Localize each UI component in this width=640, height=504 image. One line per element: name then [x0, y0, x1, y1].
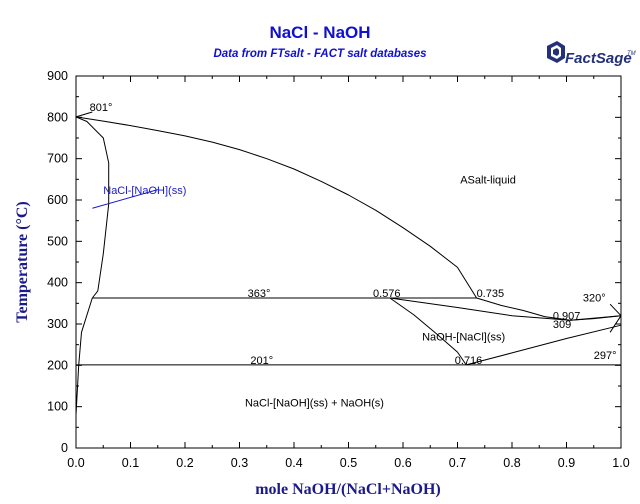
factsage-logo-icon: [547, 41, 565, 63]
phase-boundary-line: [75, 111, 93, 118]
point-annotation: 0.716: [455, 355, 483, 367]
x-tick-label: 0.7: [449, 456, 466, 470]
phase-boundary-line: [75, 297, 93, 415]
point-annotation: 0.907: [553, 310, 581, 322]
y-tick-label: 600: [47, 193, 68, 207]
region-pointer-line: [92, 189, 158, 209]
point-annotation: 201°: [250, 355, 273, 367]
y-tick-label: 0: [61, 441, 68, 455]
phase-region-label: ASalt-liquid: [460, 174, 516, 186]
phase-boundaries: [75, 111, 622, 415]
x-tick-label: 0.0: [67, 456, 84, 470]
point-annotation: 309: [553, 319, 571, 331]
x-tick-label: 0.1: [122, 456, 139, 470]
y-tick-label: 100: [47, 400, 68, 414]
point-annotation: 363°: [248, 288, 271, 300]
y-axis: 0 100 200 300 400 500 600 700 800 900: [47, 69, 621, 455]
y-tick-label: 800: [47, 110, 68, 124]
x-tick-label: 0.2: [176, 456, 193, 470]
y-axis-label: Temperature (°C): [14, 201, 31, 322]
y-tick-label: 400: [47, 276, 68, 290]
phase-region-label: NaCl-[NaOH](ss): [103, 185, 186, 197]
x-tick-label: 0.5: [340, 456, 357, 470]
point-annotation: 0.735: [477, 288, 505, 300]
y-tick-label: 700: [47, 152, 68, 166]
point-annotation: 0.576: [373, 288, 401, 300]
phase-boundary-line: [389, 297, 571, 321]
pointer-lines: [92, 189, 158, 209]
region-labels: ASalt-liquid NaCl-[NaOH](ss) NaOH-[NaCl](s…: [103, 174, 516, 409]
phase-boundary-line: [75, 116, 110, 299]
phase-boundary-line: [389, 297, 467, 366]
phase-boundary-line: [609, 303, 622, 317]
y-tick-label: 900: [47, 69, 68, 83]
logo-trademark: TM: [627, 51, 636, 57]
phase-boundary-line: [75, 116, 571, 321]
x-tick-label: 0.8: [503, 456, 520, 470]
y-tick-label: 200: [47, 358, 68, 372]
x-tick-label: 1.0: [612, 456, 629, 470]
phase-region-label: NaOH-[NaCl](ss): [422, 332, 505, 344]
x-tick-label: 0.3: [231, 456, 248, 470]
x-tick-label: 0.6: [394, 456, 411, 470]
plot-area: [75, 75, 622, 449]
chart-subtitle: Data from FTsalt - FACT salt databases: [213, 48, 426, 60]
phase-boundary-line: [570, 315, 622, 321]
phase-boundary-line: [466, 324, 622, 366]
x-axis-label: mole NaOH/(NaCl+NaOH): [255, 481, 441, 498]
chart-title: NaCl - NaOH: [269, 23, 370, 42]
point-annotation: 801°: [90, 102, 113, 114]
x-tick-label: 0.4: [285, 456, 302, 470]
phase-boundary-line: [609, 315, 622, 333]
annotations: 801° 363° 201° 0.576 0.735 0.907 0.716 309 320° 2…: [90, 102, 617, 367]
y-tick-label: 500: [47, 234, 68, 248]
point-annotation: 297°: [594, 350, 617, 362]
phase-region-label: NaCl-[NaOH](ss) + NaOH(s): [245, 398, 384, 410]
y-tick-label: 300: [47, 317, 68, 331]
point-annotation: 320°: [583, 292, 606, 304]
x-axis: 0.0 0.1 0.2 0.3 0.4 0.5 0.6 0.7 0.8 0.9 1.0: [67, 76, 630, 470]
x-tick-label: 0.9: [558, 456, 575, 470]
logo-text: FactSage: [565, 50, 632, 67]
factsage-logo: FactSage TM: [547, 41, 636, 67]
